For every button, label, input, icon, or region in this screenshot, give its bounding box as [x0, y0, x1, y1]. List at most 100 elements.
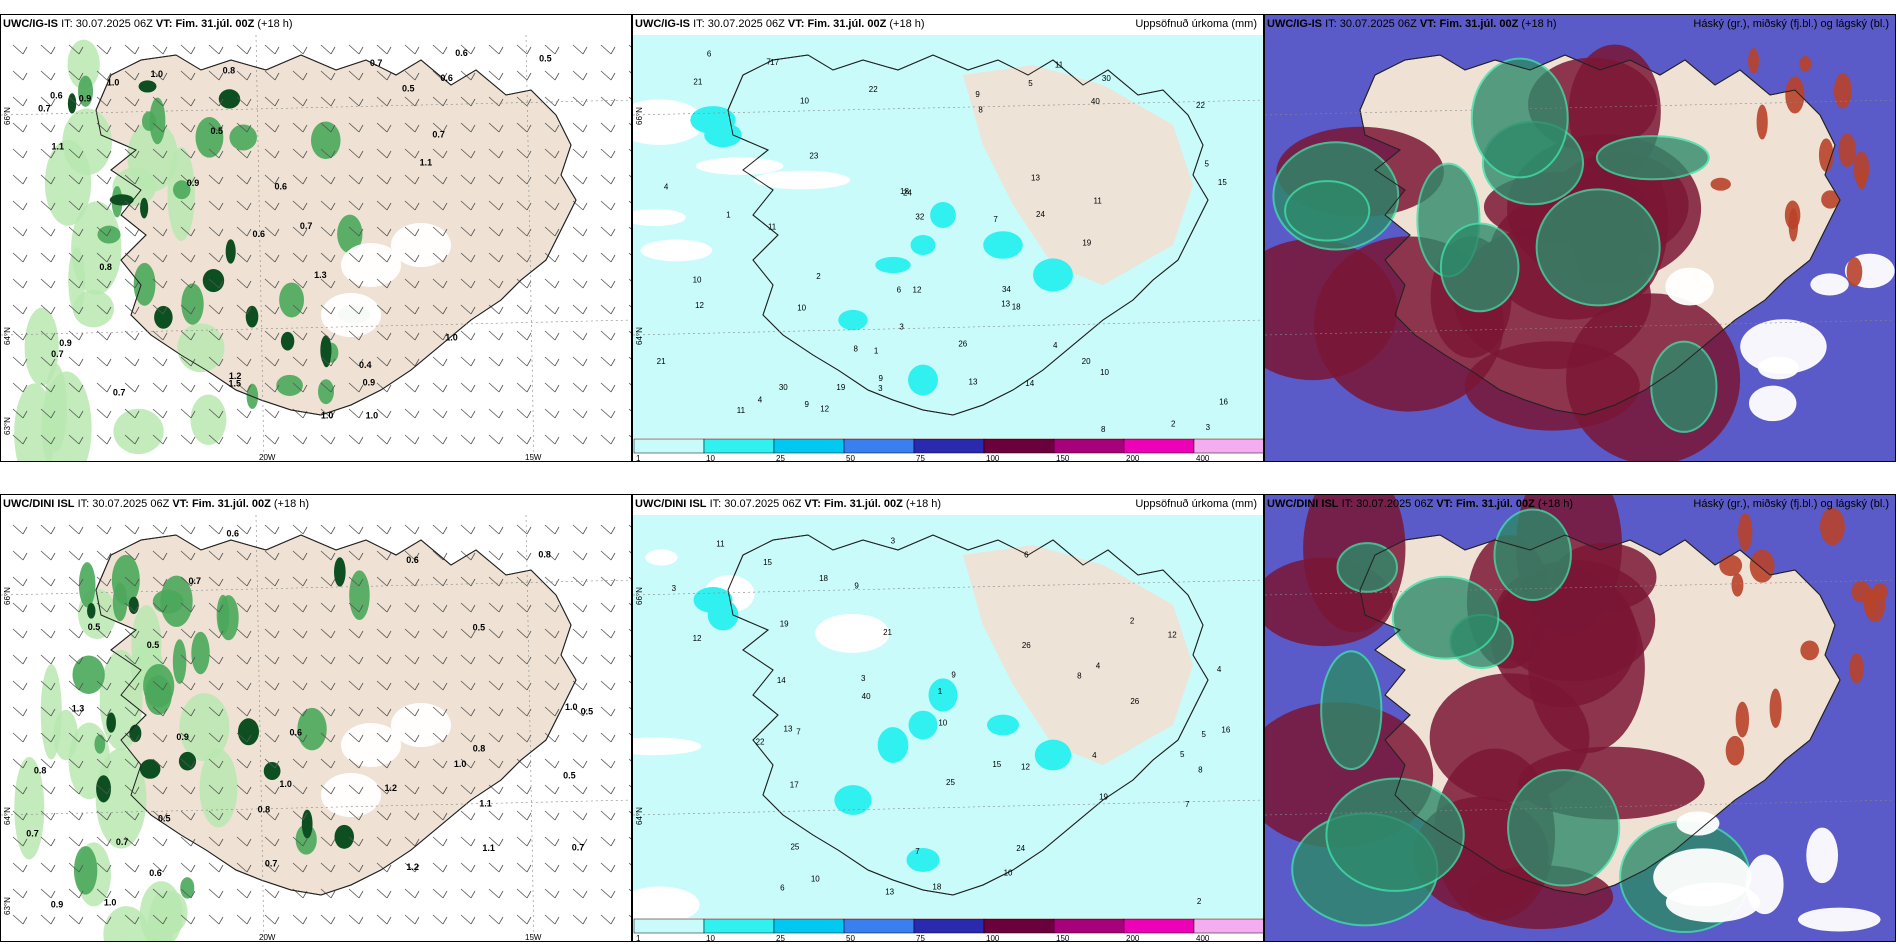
wind-barb: [544, 70, 556, 81]
wind-barb: [236, 226, 248, 237]
wind-barb: [292, 784, 304, 795]
no-precip-area: [753, 170, 851, 190]
wind-barb: [460, 810, 472, 821]
high-cloud-cell: [1819, 507, 1845, 546]
wind-barb: [96, 434, 108, 445]
wind-barb: [236, 836, 248, 847]
wind-barb: [488, 602, 500, 613]
wind-barb: [432, 628, 444, 639]
valid-time: Fim. 31.júl. 00Z: [175, 18, 255, 30]
gust-core: [67, 93, 77, 114]
clear-sky-area: [1797, 907, 1881, 932]
wind-barb: [96, 226, 108, 237]
gust-area: [78, 75, 94, 107]
value-label: 4: [1217, 665, 1222, 674]
wind-barb: [264, 252, 276, 263]
value-label: 18: [900, 187, 909, 196]
wind-barb: [12, 278, 24, 289]
wind-barb: [12, 732, 24, 743]
wind-barb: [320, 784, 332, 795]
wind-barb: [320, 628, 332, 639]
wind-barb: [516, 576, 528, 587]
wind-barb: [544, 226, 556, 237]
value-label: 1.0: [445, 332, 458, 342]
gust-area: [229, 124, 257, 151]
value-label: 22: [869, 85, 878, 94]
wind-barb: [96, 628, 108, 639]
wind-barb: [152, 758, 164, 769]
wind-barb: [208, 914, 220, 925]
wind-barb: [488, 576, 500, 587]
colorbar-swatch: [1123, 438, 1195, 454]
high-cloud-cell: [1785, 76, 1805, 114]
precip-cell: [928, 678, 958, 712]
wind-barb: [460, 914, 472, 925]
wind-barb: [152, 356, 164, 367]
wind-barb: [628, 96, 631, 100]
wind-barb: [628, 122, 631, 126]
high-cloud-cell: [1735, 701, 1750, 738]
wind-barb: [432, 888, 444, 899]
wind-barb: [404, 836, 416, 847]
precip-cell: [838, 309, 868, 331]
value-label: 0.5: [211, 126, 224, 136]
value-label: 7: [766, 57, 771, 66]
wind-barb: [628, 304, 631, 308]
wind-barb: [293, 940, 294, 941]
wind-barb: [264, 914, 276, 925]
value-label: 8: [1101, 425, 1106, 434]
wind-barb: [460, 862, 472, 873]
wind-barb: [628, 382, 631, 386]
wind-barb: [292, 278, 304, 289]
wind-barb: [40, 732, 52, 743]
no-precip-area: [640, 239, 713, 262]
wind-barb: [348, 382, 360, 393]
wind-barb: [40, 654, 52, 665]
wind-barb: [348, 304, 360, 315]
wind-barb: [516, 96, 528, 107]
wind-barb: [460, 758, 472, 769]
wind-barb: [404, 408, 416, 419]
wind-barb: [68, 252, 80, 263]
gust-area: [349, 570, 370, 621]
value-label: 11: [1055, 60, 1064, 69]
wind-barb: [460, 174, 472, 185]
colorbar-label: 400: [1196, 454, 1210, 462]
wind-barb: [628, 524, 631, 528]
wind-barb: [516, 654, 528, 665]
colorbar-label: 75: [916, 454, 925, 462]
wind-barb: [96, 862, 108, 873]
wind-barb: [292, 576, 304, 587]
wind-barb: [236, 330, 248, 341]
value-label: 26: [1022, 641, 1031, 650]
wind-barb: [572, 810, 584, 821]
wind-barb: [292, 304, 304, 315]
value-label: 0.5: [581, 707, 594, 717]
wind-barb: [180, 148, 192, 159]
wind-barb: [600, 550, 612, 561]
wind-barb: [12, 758, 24, 769]
wind-barb: [320, 434, 332, 445]
value-label: 14: [1025, 379, 1034, 388]
value-label: 0.6: [149, 868, 162, 878]
wind-barb: [516, 200, 528, 211]
wind-barb: [40, 576, 52, 587]
value-label: 4: [1092, 751, 1097, 760]
value-label: 0.6: [226, 529, 239, 539]
mid-cloud-area: [1535, 188, 1661, 307]
wind-barb: [348, 96, 360, 107]
map-canvas: 3410222430323417121310871191211211923262…: [633, 15, 1263, 462]
wind-barb: [628, 70, 631, 74]
mid-cloud-area: [1493, 508, 1572, 602]
wind-barb: [236, 862, 248, 873]
high-cloud-cell: [1748, 48, 1759, 74]
wind-barb: [264, 680, 276, 691]
value-label: 0.5: [147, 640, 160, 650]
wind-barb: [68, 836, 80, 847]
colorbar-swatch: [633, 438, 705, 454]
wind-barb: [236, 576, 248, 587]
wind-barb: [292, 836, 304, 847]
wind-barb: [96, 836, 108, 847]
wind-barb: [208, 654, 220, 665]
high-cloud-cell: [1719, 554, 1743, 577]
